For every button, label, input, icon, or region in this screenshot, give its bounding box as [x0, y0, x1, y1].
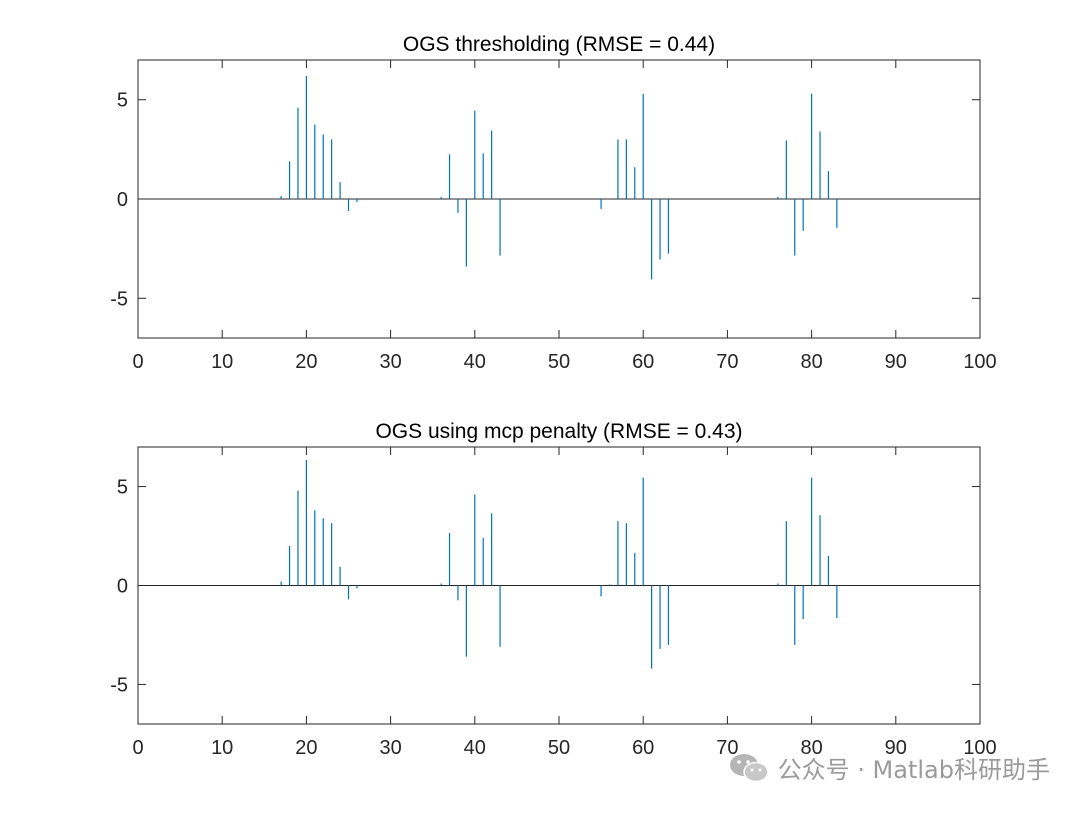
x-tick-label: 70 [716, 737, 738, 759]
x-tick-label: 30 [379, 351, 401, 373]
y-tick-label: 5 [117, 477, 128, 499]
x-tick-label: 70 [716, 351, 738, 373]
y-tick-label: -5 [110, 674, 128, 696]
chart-title: OGS thresholding (RMSE = 0.44) [403, 33, 715, 56]
x-tick-label: 40 [464, 737, 486, 759]
x-tick-label: 100 [963, 351, 996, 373]
x-tick-label: 80 [800, 737, 822, 759]
watermark-text: 公众号 · Matlab科研助手 [777, 756, 1050, 784]
x-tick-label: 50 [548, 737, 570, 759]
watermark: 公众号 · Matlab科研助手 [728, 750, 1050, 785]
x-tick-label: 20 [295, 737, 317, 759]
x-tick-label: 40 [464, 351, 486, 373]
wechat-icon [729, 753, 769, 782]
x-tick-label: 80 [800, 351, 822, 373]
x-tick-label: 0 [132, 737, 143, 759]
subplot-2: OGS using mcp penalty (RMSE = 0.43) 0 10 20… [110, 420, 996, 759]
chart-title: OGS using mcp penalty (RMSE = 0.43) [375, 420, 742, 443]
y-tick-label: 5 [117, 90, 128, 112]
y-tick-label: 0 [117, 189, 128, 211]
x-tick-label: 100 [963, 737, 996, 759]
x-tick-label: 60 [632, 351, 654, 373]
x-tick-label: 90 [885, 737, 907, 759]
x-tick-label: 10 [211, 351, 233, 373]
y-tick-label: 0 [117, 576, 128, 598]
x-tick-label: 10 [211, 737, 233, 759]
x-tick-label: 50 [548, 351, 570, 373]
subplot-1: OGS thresholding (RMSE = 0.44) 0 10 20 30 40 5… [110, 33, 996, 373]
x-tick-label: 90 [885, 351, 907, 373]
y-tick-label: -5 [110, 288, 128, 310]
x-tick-label: 30 [379, 737, 401, 759]
x-tick-label: 60 [632, 737, 654, 759]
x-tick-label: 0 [132, 351, 143, 373]
x-tick-label: 20 [295, 351, 317, 373]
